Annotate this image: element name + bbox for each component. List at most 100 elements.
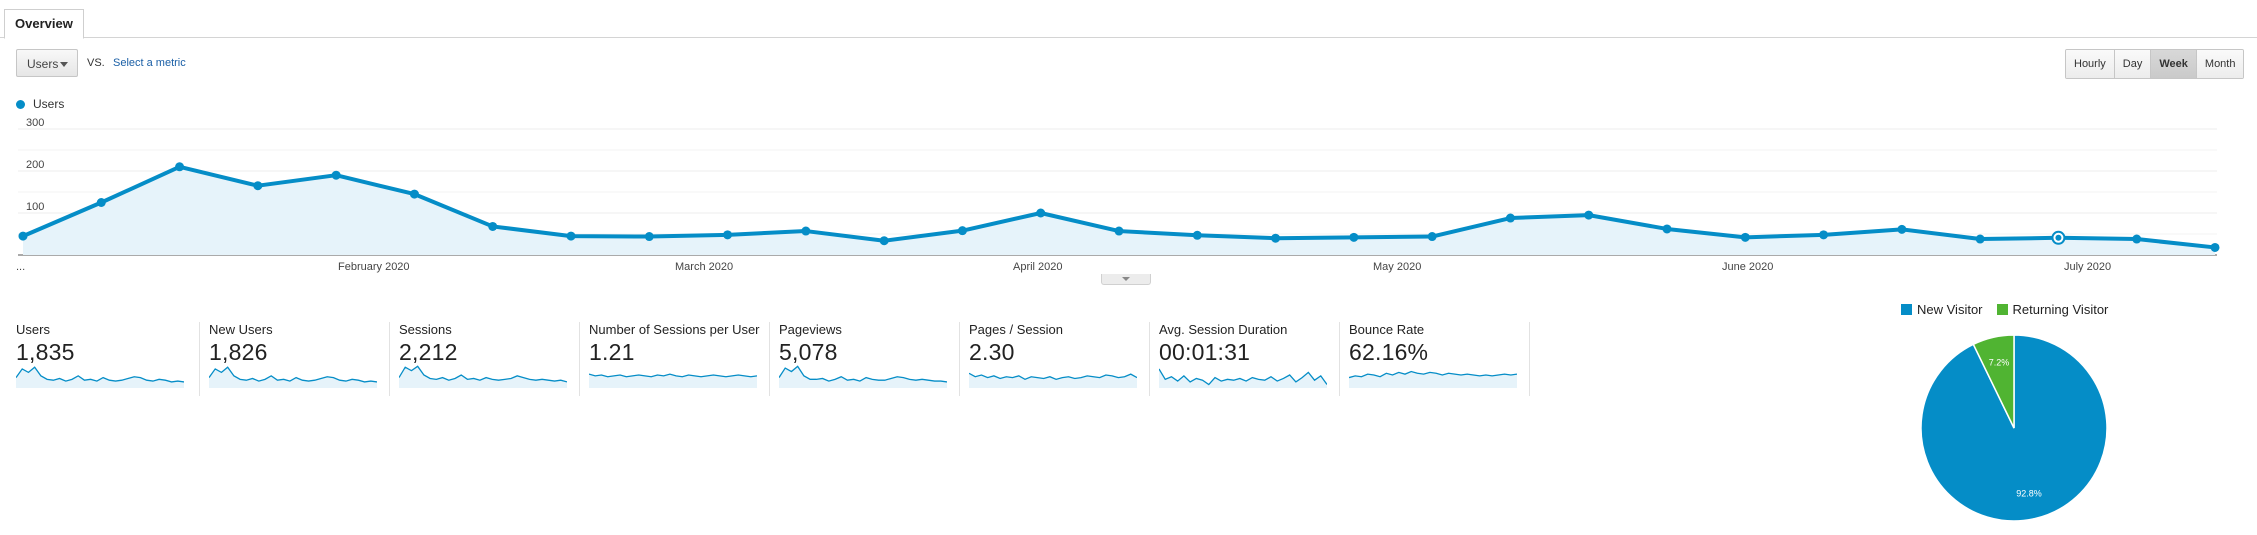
pie-slice-label: 92.8% (2016, 488, 2042, 498)
legend-swatch-new-visitor (1901, 304, 1912, 315)
metric-value: 00:01:31 (1159, 339, 1251, 365)
metric-sparkline (779, 365, 947, 388)
select-metric-link[interactable]: Select a metric (113, 57, 186, 69)
data-point[interactable] (18, 231, 28, 241)
x-tick-label: ... (16, 261, 25, 273)
metric-tile[interactable]: Pageviews 5,078 (770, 322, 960, 396)
tab-overview[interactable]: Overview (4, 9, 84, 39)
period-hourly-button[interactable]: Hourly (2066, 50, 2115, 78)
data-point[interactable] (1036, 208, 1046, 218)
metric-label: Pageviews (779, 322, 842, 337)
metric-label: Bounce Rate (1349, 322, 1425, 337)
chart-legend: Users (16, 97, 64, 111)
data-point[interactable] (1975, 234, 1985, 244)
sparkline-line (16, 366, 184, 383)
sparkline-area (399, 366, 567, 388)
data-point[interactable] (409, 189, 419, 199)
metric-sparkline (969, 372, 1137, 388)
metric-tile[interactable]: Users 1,835 (10, 322, 200, 396)
data-point[interactable] (723, 230, 733, 240)
metric-label: Number of Sessions per User (589, 322, 760, 337)
metric-label: New Users (209, 322, 273, 337)
data-point[interactable] (957, 226, 967, 236)
data-point[interactable] (96, 198, 106, 207)
data-point[interactable] (1584, 210, 1594, 220)
data-point[interactable] (1819, 230, 1829, 240)
sparkline-area (1349, 371, 1517, 388)
sparkline-area (16, 367, 184, 388)
metric-label: Sessions (399, 322, 452, 337)
metric-sparkline (1349, 370, 1517, 388)
pie-slice-returning-visitor[interactable] (1972, 334, 2015, 429)
legend-swatch-returning-visitor (1996, 304, 2008, 315)
x-tick-label: May 2020 (1373, 261, 1421, 273)
sparkline-line (1159, 368, 1327, 386)
sparkline-line (209, 366, 377, 383)
metric-value: 1,826 (209, 339, 268, 365)
legend-label-new-visitor: New Visitor (1917, 302, 1983, 317)
chart-collapse-handle[interactable] (1101, 274, 1151, 285)
pie-legend: New Visitor Returning Visitor (1901, 302, 2122, 317)
chevron-down-icon (1122, 277, 1130, 281)
data-point[interactable] (488, 221, 498, 231)
sparkline-line (969, 372, 1137, 381)
legend-item-returning-visitor[interactable]: Returning Visitor (1996, 302, 2108, 317)
sparkline-area (589, 374, 757, 388)
data-point[interactable] (1114, 226, 1124, 236)
data-point[interactable] (2132, 234, 2142, 244)
metric-sparkline (589, 373, 757, 388)
metric-tile[interactable]: Pages / Session 2.30 (960, 322, 1150, 396)
metric-sparkline (399, 365, 567, 388)
data-point[interactable] (1192, 230, 1202, 240)
metric-tile[interactable]: Bounce Rate 62.16% (1340, 322, 1530, 396)
period-toggle-group: Hourly Day Week Month (2065, 49, 2245, 79)
data-point[interactable] (1505, 213, 1515, 223)
data-point-highlighted-core (2055, 234, 2062, 241)
metric-sparkline (209, 366, 377, 388)
data-point[interactable] (1897, 224, 1907, 234)
data-point[interactable] (2210, 242, 2220, 252)
legend-item-new-visitor[interactable]: New Visitor (1901, 302, 1983, 317)
metric-tile[interactable]: Sessions 2,212 (390, 322, 580, 396)
metric-select-value: Users (27, 57, 59, 71)
metric-value: 1,835 (16, 339, 75, 365)
data-point[interactable] (644, 232, 654, 242)
metric-select-dropdown[interactable]: Users (16, 49, 78, 77)
data-point[interactable] (1427, 232, 1437, 242)
data-point[interactable] (1349, 232, 1359, 242)
metric-label: Users (16, 322, 50, 337)
data-point[interactable] (1740, 232, 1750, 242)
period-month-button[interactable]: Month (2196, 50, 2244, 78)
metric-tile[interactable]: New Users 1,826 (200, 322, 390, 396)
period-day-button[interactable]: Day (2114, 50, 2152, 78)
metrics-row: Users 1,835 New Users 1,826 Sessions 2,212 Num… (10, 322, 1530, 396)
data-point[interactable] (175, 162, 185, 172)
data-point[interactable] (879, 236, 889, 246)
data-point[interactable] (801, 226, 811, 236)
x-tick-label: June 2020 (1722, 261, 1773, 273)
metric-label: Pages / Session (969, 322, 1063, 337)
chevron-down-icon (60, 62, 68, 67)
data-point[interactable] (566, 231, 576, 241)
visitor-type-pie-chart: 92.8% 7.2% (1920, 334, 2108, 522)
metric-value: 1.21 (589, 339, 635, 365)
x-tick-label: February 2020 (338, 261, 410, 273)
metric-sparkline (16, 366, 184, 388)
data-point[interactable] (253, 181, 263, 191)
legend-label-users: Users (33, 97, 65, 111)
data-point[interactable] (1662, 224, 1672, 234)
metric-value: 5,078 (779, 339, 838, 365)
data-point[interactable] (1271, 233, 1281, 243)
x-tick-label: March 2020 (675, 261, 733, 273)
sparkline-area (209, 367, 377, 388)
metric-tile[interactable]: Avg. Session Duration 00:01:31 (1150, 322, 1340, 396)
sparkline-area (969, 373, 1137, 388)
metric-value: 2.30 (969, 339, 1015, 365)
y-tick-label: 200 (26, 159, 44, 171)
metric-tile[interactable]: Number of Sessions per User 1.21 (580, 322, 770, 396)
metric-value: 62.16% (1349, 339, 1429, 365)
data-point[interactable] (331, 170, 341, 180)
pie-slice-label: 7.2% (1989, 358, 2010, 368)
period-week-button[interactable]: Week (2151, 50, 2197, 78)
y-tick-label: 300 (26, 117, 44, 129)
